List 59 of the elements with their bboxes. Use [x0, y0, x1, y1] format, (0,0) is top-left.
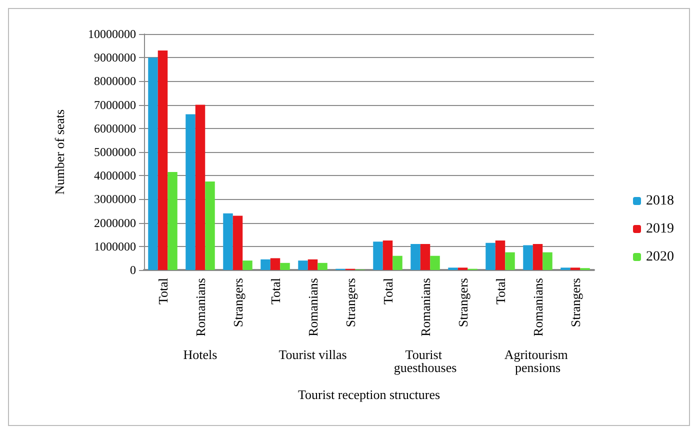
- bar: [232, 216, 243, 270]
- bar: [280, 262, 290, 270]
- y-tick-label: 9000000: [94, 50, 136, 65]
- bar: [242, 260, 252, 270]
- x-tick-label: Total: [492, 278, 508, 305]
- x-tick-label: Romanians: [192, 278, 208, 336]
- x-tick-label: Romanians: [418, 278, 433, 336]
- bar: [373, 242, 383, 270]
- bar: [298, 260, 308, 270]
- x-tick-label: Strangers: [230, 278, 246, 328]
- bar: [495, 240, 506, 270]
- bar: [308, 259, 318, 270]
- y-tick-label: 1000000: [94, 239, 136, 254]
- x-tick-label: Romanians: [305, 278, 320, 336]
- y-tick-label: 2000000: [94, 216, 136, 230]
- bar: [223, 213, 233, 270]
- bar: [158, 50, 168, 270]
- x-tick-label: Strangers: [455, 278, 470, 328]
- bar: [260, 259, 270, 270]
- bar: [410, 244, 420, 270]
- bar: [382, 240, 393, 270]
- legend-label: 2019: [646, 222, 674, 236]
- y-tick-label: 3000000: [94, 192, 136, 206]
- x-tick-label: Strangers: [342, 278, 358, 328]
- x-axis-title: Tourist reception structures: [298, 387, 440, 402]
- y-tick-label: 4000000: [94, 168, 136, 183]
- bar: [270, 258, 280, 270]
- bar: [542, 252, 552, 270]
- text: Hotels: [183, 347, 218, 362]
- legend-label: 2018: [646, 194, 674, 208]
- x-tick-label: Total: [380, 278, 396, 305]
- y-tick-label: 5000000: [94, 145, 136, 159]
- legend-label: 2020: [646, 250, 674, 264]
- text: Tourist guesthouses: [394, 347, 457, 375]
- bar: [532, 244, 543, 270]
- text: Tourist villas: [278, 347, 347, 362]
- x-tick-label: Total: [268, 278, 283, 305]
- bar: [195, 104, 206, 270]
- bar: [318, 262, 328, 270]
- bar: [168, 172, 178, 270]
- bar: [523, 245, 533, 270]
- bar: [186, 114, 196, 270]
- bar: [505, 252, 515, 270]
- bar: [430, 256, 440, 270]
- bar: [392, 256, 402, 270]
- text: Agritourism pensions: [504, 347, 572, 375]
- y-tick-label: 0: [130, 263, 136, 277]
- bar: [205, 182, 215, 270]
- bar: [148, 58, 158, 270]
- y-tick-label: 7000000: [94, 98, 136, 112]
- y-tick-label: 6000000: [94, 121, 136, 136]
- y-tick-label: 10000000: [88, 27, 136, 41]
- x-tick-label: Total: [155, 278, 170, 305]
- bar: [420, 244, 430, 270]
- y-axis-title: Number of seats: [52, 109, 67, 195]
- x-tick-label: Strangers: [568, 278, 583, 328]
- y-tick-label: 8000000: [94, 74, 136, 88]
- x-tick-label: Romanians: [530, 278, 546, 336]
- bar: [486, 242, 496, 270]
